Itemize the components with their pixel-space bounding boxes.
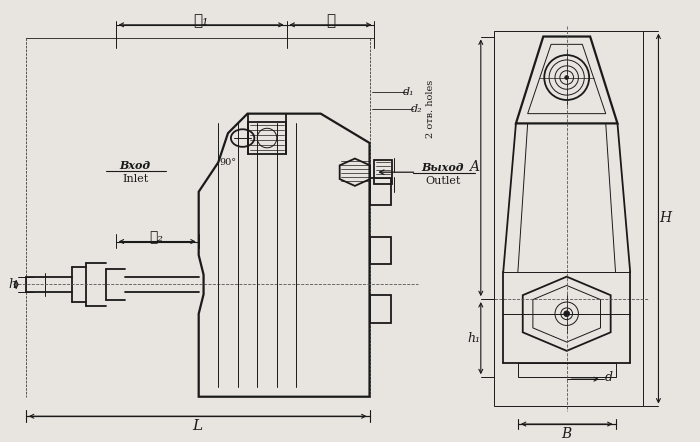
Circle shape [564, 311, 570, 316]
Text: Inlet: Inlet [122, 174, 148, 184]
Text: B: B [561, 427, 572, 441]
Bar [248, 122, 286, 154]
Bar [518, 362, 615, 377]
Bar [494, 30, 643, 407]
Bar [370, 295, 391, 323]
Text: h₁: h₁ [468, 332, 480, 345]
Text: H: H [659, 211, 671, 225]
Text: ℓ₁: ℓ₁ [193, 14, 209, 28]
Text: h: h [8, 278, 16, 291]
Text: 2 отв. holes: 2 отв. holes [426, 80, 435, 138]
Text: d: d [605, 371, 612, 384]
Text: A: A [469, 160, 479, 174]
Text: ℓ₂: ℓ₂ [150, 231, 164, 244]
Bar [370, 178, 391, 206]
Text: 90°: 90° [220, 158, 237, 167]
Bar [370, 236, 391, 264]
Text: Выход: Выход [421, 162, 464, 173]
Text: ℓ: ℓ [326, 14, 335, 28]
Text: Outlet: Outlet [425, 176, 461, 186]
Text: Вход: Вход [120, 160, 150, 171]
Bar [374, 160, 392, 184]
Text: d₂: d₂ [411, 104, 422, 114]
Text: L: L [193, 419, 203, 433]
Circle shape [565, 76, 568, 80]
Text: d₁: d₁ [402, 87, 414, 97]
